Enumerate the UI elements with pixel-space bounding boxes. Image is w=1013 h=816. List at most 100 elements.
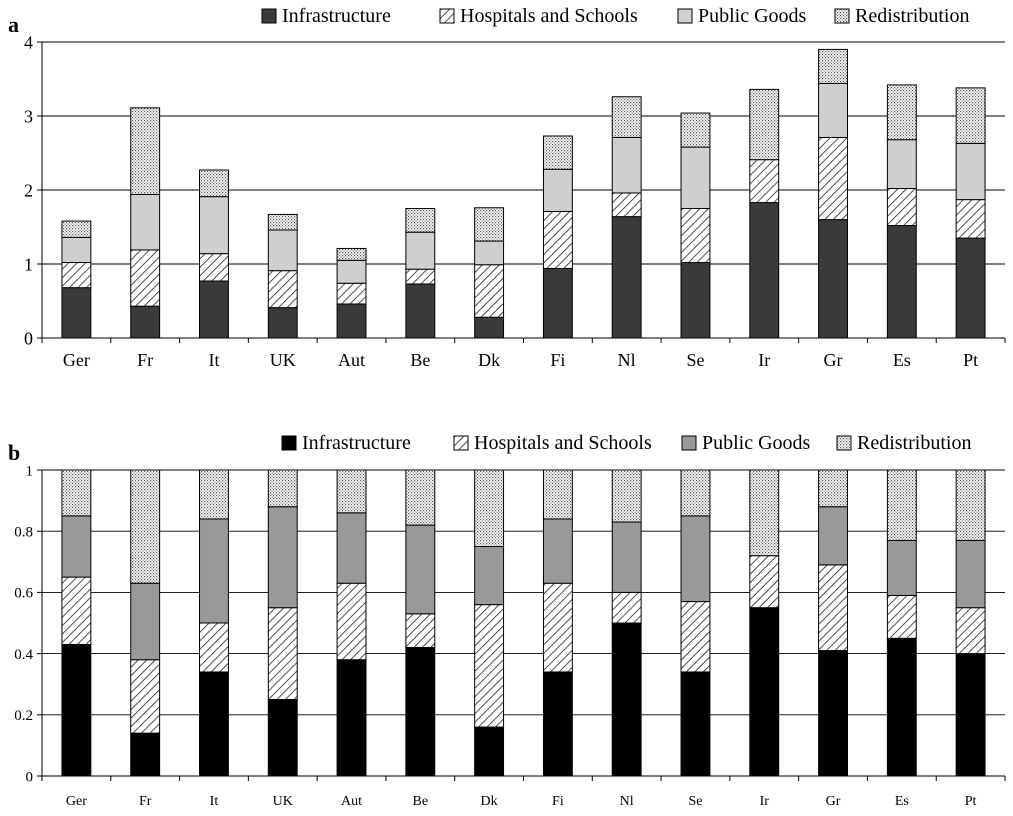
bar-es-redistribution <box>886 469 917 541</box>
bar-es-infrastructure <box>886 225 917 339</box>
bar-fi-public-goods <box>542 518 573 584</box>
y-tick-label: 3 <box>24 106 33 126</box>
bar-be-infrastructure <box>405 283 436 339</box>
bar-es-public-goods <box>886 139 917 190</box>
bar-es-infrastructure <box>886 637 917 777</box>
x-tick-label-it: It <box>208 350 219 370</box>
x-tick-label-uk: UK <box>273 794 293 809</box>
bar-be-public-goods <box>405 231 436 270</box>
bar-gr-hospitals-and-schools <box>818 564 848 652</box>
bar-fi-hospitals-and-schools <box>542 582 573 673</box>
bar-fr-hospitals-and-schools <box>130 249 161 307</box>
bar-be-redistribution <box>405 208 436 233</box>
bar-fr-infrastructure <box>130 732 161 777</box>
x-tick-label-it: It <box>210 794 219 809</box>
gridlines-a <box>42 41 1005 265</box>
x-tick-label-aut: Aut <box>338 350 365 370</box>
bar-ir-infrastructure <box>749 607 780 777</box>
bar-it-redistribution <box>199 169 229 198</box>
bar-aut-redistribution <box>336 247 367 261</box>
bar-es-hospitals-and-schools <box>886 188 917 227</box>
bar-it-hospitals-and-schools <box>199 253 229 282</box>
legend-label-hospitals-and-schools: Hospitals and Schools <box>474 432 652 454</box>
bar-ir-infrastructure <box>749 202 780 339</box>
bar-dk-hospitals-and-schools <box>474 264 505 318</box>
bar-be-hospitals-and-schools <box>405 613 436 648</box>
bar-uk-infrastructure <box>267 699 298 777</box>
bar-ger-public-goods <box>61 515 92 578</box>
bar-fi-public-goods <box>542 168 573 212</box>
bar-fr-public-goods <box>130 193 161 251</box>
bar-ger-redistribution <box>61 469 92 517</box>
bar-be-hospitals-and-schools <box>405 268 436 285</box>
bar-nl-infrastructure <box>611 216 642 339</box>
y-tick-label: 0 <box>26 769 34 785</box>
bar-gr-public-goods <box>818 506 848 566</box>
y-tick-label: 2 <box>24 180 33 200</box>
bar-it-infrastructure <box>199 671 229 777</box>
bar-ger-public-goods <box>61 236 92 264</box>
bar-ir-redistribution <box>749 469 780 557</box>
bar-dk-public-goods <box>474 240 505 266</box>
bar-be-public-goods <box>405 524 436 615</box>
x-tick-label-fi: Fi <box>550 350 565 370</box>
bars-a <box>61 48 986 339</box>
bar-pt-redistribution <box>955 469 986 541</box>
legend-swatch-redistribution <box>836 435 852 451</box>
x-tick-label-aut: Aut <box>341 794 362 809</box>
x-tick-label-nl: Nl <box>618 350 636 370</box>
bar-gr-hospitals-and-schools <box>818 136 848 221</box>
bar-aut-public-goods <box>336 259 367 284</box>
legend-label-public-goods: Public Goods <box>698 5 807 27</box>
bar-uk-public-goods <box>267 229 298 272</box>
x-tick-label-ir: Ir <box>760 794 770 809</box>
bar-fr-redistribution <box>130 469 161 584</box>
x-tick-label-ir: Ir <box>758 350 770 370</box>
bar-nl-infrastructure <box>611 622 642 777</box>
x-tick-label-fr: Fr <box>137 350 153 370</box>
y-tick-label: 0.8 <box>14 524 33 540</box>
x-tick-label-ger: Ger <box>66 794 87 809</box>
bar-pt-hospitals-and-schools <box>955 607 986 655</box>
bar-se-public-goods <box>680 146 711 209</box>
bar-se-hospitals-and-schools <box>680 601 711 673</box>
bar-uk-redistribution <box>267 469 298 508</box>
bar-se-public-goods <box>680 515 711 603</box>
x-tick-label-se: Se <box>686 350 704 370</box>
panel-label-a: a <box>8 12 19 37</box>
bar-ir-redistribution <box>749 88 780 161</box>
x-tick-label-nl: Nl <box>620 794 634 809</box>
bar-se-redistribution <box>680 112 711 148</box>
y-tick-label: 0.2 <box>14 708 33 724</box>
y-tick-label: 4 <box>24 32 33 52</box>
bar-aut-hospitals-and-schools <box>336 582 367 661</box>
axes-b: 0 0.2 0.4 0.6 0.8 1 Ger Fr It UK Aut Be Dk Fi Nl Se Ir Gr… <box>14 463 1006 809</box>
bar-gr-redistribution <box>818 48 848 84</box>
bar-pt-public-goods <box>955 539 986 609</box>
bar-dk-public-goods <box>474 546 505 606</box>
bar-se-hospitals-and-schools <box>680 208 711 264</box>
bar-se-infrastructure <box>680 262 711 339</box>
legend-label-redistribution: Redistribution <box>855 5 969 27</box>
y-tick-label: 1 <box>24 254 33 274</box>
bar-pt-infrastructure <box>955 237 986 339</box>
bar-pt-hospitals-and-schools <box>955 199 986 239</box>
bar-it-public-goods <box>199 196 229 255</box>
x-tick-label-fr: Fr <box>139 794 152 809</box>
bar-pt-infrastructure <box>955 653 986 777</box>
bar-fi-redistribution <box>542 469 573 520</box>
bar-ger-hospitals-and-schools <box>61 262 92 289</box>
bar-be-infrastructure <box>405 646 436 777</box>
bar-ir-hospitals-and-schools <box>749 555 780 609</box>
bar-pt-redistribution <box>955 87 986 144</box>
bar-fr-public-goods <box>130 582 161 661</box>
bar-es-redistribution <box>886 84 917 141</box>
bar-be-redistribution <box>405 469 436 526</box>
bar-ger-infrastructure <box>61 643 92 777</box>
bar-it-redistribution <box>199 469 229 520</box>
bar-aut-redistribution <box>336 469 367 514</box>
gridlines-b <box>42 469 1005 716</box>
bar-gr-infrastructure <box>818 650 848 777</box>
